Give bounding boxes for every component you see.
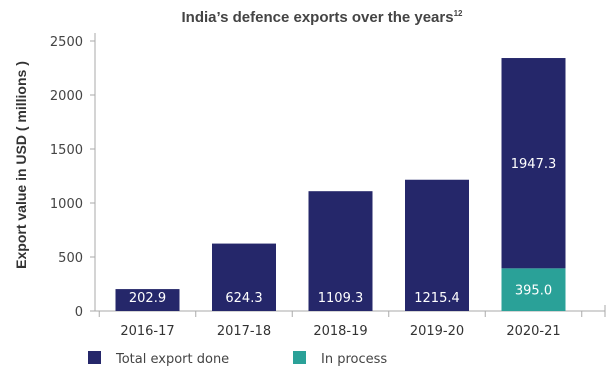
data-label: 624.3 xyxy=(225,291,262,306)
legend-label: Total export done xyxy=(115,352,229,367)
x-tick-label: 2020-21 xyxy=(506,324,560,339)
chart-title-superscript: 12 xyxy=(454,9,463,18)
y-axis-label: Export value in USD ( millions ) xyxy=(13,61,29,269)
bars: 202.9 624.3 1109.3 1215.4 395.0 1947.3 xyxy=(115,58,566,311)
x-tick-label: 2016-17 xyxy=(120,324,174,339)
y-tick-label: 2000 xyxy=(50,89,83,104)
legend-swatch xyxy=(293,351,306,364)
y-tick-label: 1500 xyxy=(50,143,83,158)
chart-title-text: India’s defence exports over the years xyxy=(182,9,454,26)
bar-total-export xyxy=(501,58,566,269)
bar-total-export xyxy=(212,243,276,311)
data-label: 202.9 xyxy=(129,291,166,306)
bar-total-export xyxy=(405,179,469,311)
x-tick-label: 2019-20 xyxy=(410,324,464,339)
bar-total-export xyxy=(308,191,373,311)
bar-total-export xyxy=(115,289,180,311)
legend-label: In process xyxy=(321,352,387,367)
legend: Total export done In process xyxy=(88,351,387,367)
bar-in-process xyxy=(501,268,566,311)
y-tick-label: 0 xyxy=(75,305,83,320)
data-label: 1109.3 xyxy=(318,291,364,306)
chart-title: India’s defence exports over the years12 xyxy=(182,9,464,26)
x-tick-label: 2018-19 xyxy=(313,324,367,339)
x-tick-label: 2017-18 xyxy=(217,324,271,339)
data-label: 395.0 xyxy=(515,284,552,299)
data-label: 1947.3 xyxy=(511,157,557,172)
y-tick-label: 1000 xyxy=(50,197,83,212)
y-tick-label: 500 xyxy=(58,251,83,266)
y-tick-label: 2500 xyxy=(50,35,83,50)
legend-swatch xyxy=(88,351,101,364)
data-label: 1215.4 xyxy=(414,291,460,306)
